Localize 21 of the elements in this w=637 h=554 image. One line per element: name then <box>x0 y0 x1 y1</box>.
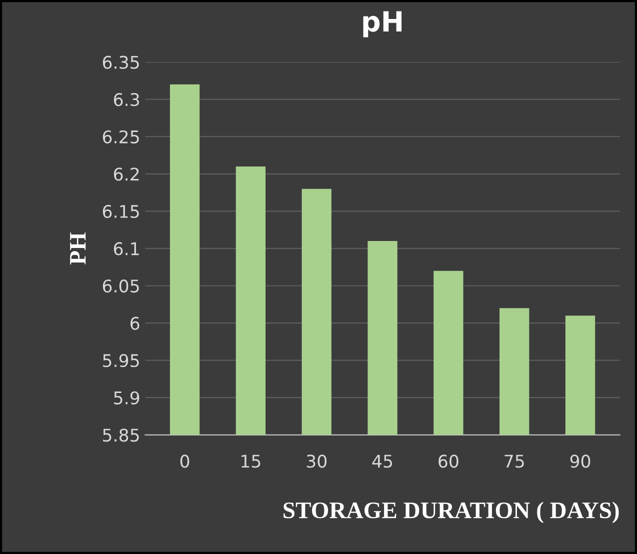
x-tick-label: 30 <box>306 454 326 468</box>
y-tick-label: 6.3 <box>114 93 139 106</box>
x-tick-label: 0 <box>180 454 190 468</box>
y-axis-title: PH <box>70 232 86 264</box>
x-tick-label: 15 <box>242 454 260 468</box>
y-tick-label: 6.25 <box>102 130 139 144</box>
x-tick-label: 45 <box>372 454 392 468</box>
y-tick-label: 6.05 <box>102 279 139 293</box>
y-tick-label: 6 <box>130 316 140 330</box>
y-tick-label: 5.85 <box>103 428 139 442</box>
y-tick-label: 6.1 <box>114 242 139 256</box>
y-tick-label: 5.9 <box>114 391 140 404</box>
x-tick-label: 60 <box>438 454 458 468</box>
y-tick-label: 6.15 <box>102 204 139 218</box>
y-tick-label: 6.35 <box>102 56 139 69</box>
x-tick-label: 75 <box>504 454 524 468</box>
x-axis-title: STORAGE DURATION ( DAYS) <box>284 502 619 524</box>
x-tick-label: 90 <box>570 454 590 468</box>
chart-title: pH <box>363 11 402 38</box>
y-tick-label: 6.2 <box>114 168 139 181</box>
y-tick-label: 5.95 <box>103 354 139 368</box>
